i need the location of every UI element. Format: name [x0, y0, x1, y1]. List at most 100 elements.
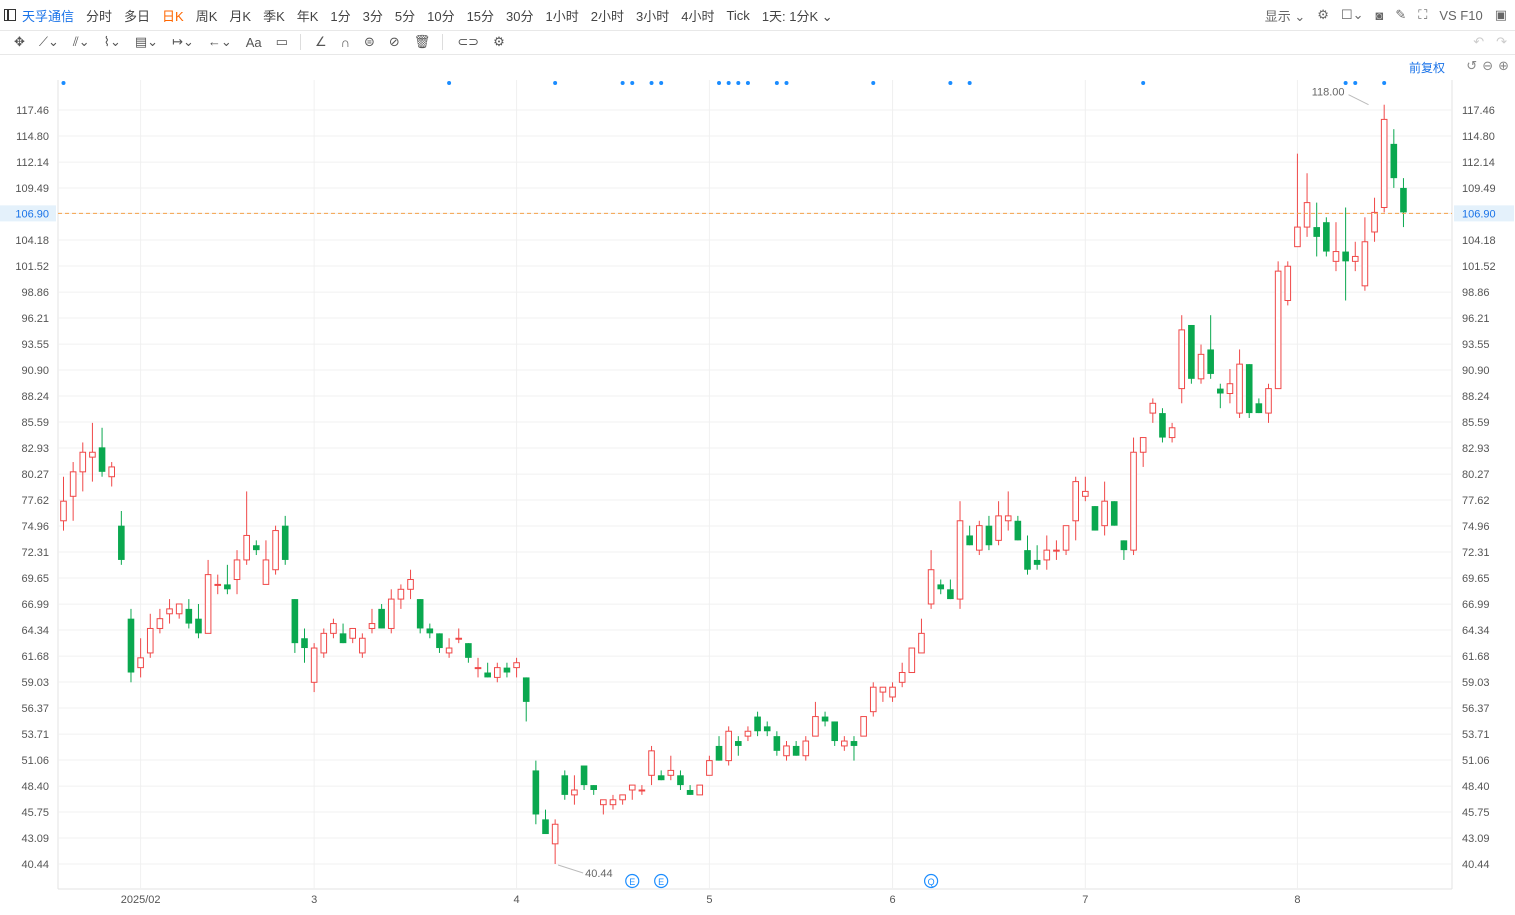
event-dot: [1141, 81, 1146, 85]
stock-name[interactable]: 天孚通信: [22, 8, 75, 24]
crosshair-move-icon[interactable]: ✥: [14, 34, 25, 49]
candle: [368, 608, 376, 634]
lock-drawings-icon[interactable]: ⊜: [363, 34, 375, 49]
period-tick[interactable]: Tick: [726, 7, 750, 23]
candle: [1284, 261, 1292, 306]
event-marker-circle: [654, 873, 669, 889]
period-30min[interactable]: 30分: [506, 8, 534, 24]
y-tick-label-right: 88.24: [1462, 391, 1490, 403]
y-tick-label-right: 90.90: [1462, 365, 1490, 377]
candle: [1226, 369, 1234, 404]
adjust-mode-button[interactable]: 前复权: [1408, 61, 1445, 75]
candle: [1265, 383, 1272, 423]
period-duori[interactable]: 多日: [124, 8, 151, 24]
candle-body-down: [1024, 550, 1031, 570]
candle-body-up: [638, 789, 646, 792]
candle-body-up: [802, 740, 810, 757]
measure-tool-icon[interactable]: ↦⌄: [172, 34, 194, 49]
channel-tool-icon[interactable]: ⫽⌄: [72, 34, 90, 49]
event-dot: [717, 81, 722, 85]
candle-body-up: [889, 686, 896, 698]
panel-right-icon[interactable]: ▣: [1494, 7, 1507, 22]
vs-f10-button[interactable]: VS F10: [1439, 7, 1483, 23]
candle-body-up: [455, 637, 463, 640]
period-3min[interactable]: 3分: [362, 8, 383, 24]
candle: [532, 760, 540, 825]
candle-body-up: [783, 745, 790, 757]
y-tick-label-left: 72.31: [21, 547, 49, 559]
zoom-in-icon[interactable]: ⊕: [1498, 58, 1509, 73]
period-1min[interactable]: 1分: [330, 8, 351, 24]
comment-tool-icon[interactable]: ▭: [275, 34, 288, 49]
candle-body-up: [1226, 383, 1234, 395]
candle-body-up: [494, 667, 501, 678]
candle: [522, 677, 530, 722]
period-3hour[interactable]: 3小时: [635, 8, 670, 24]
candle: [1149, 398, 1157, 423]
y-tick-label-right: 40.44: [1462, 859, 1490, 871]
polyline-tool-icon[interactable]: ⌇⌄: [103, 34, 121, 49]
arrow-tool-icon[interactable]: ←⌄: [207, 34, 232, 49]
candle: [349, 627, 356, 644]
divider-top: [0, 30, 1515, 31]
period-4hour[interactable]: 4小时: [681, 8, 715, 24]
period-weekly-k[interactable]: 周K: [195, 8, 218, 24]
compare-icon[interactable]: ⊂⊃: [457, 34, 480, 49]
undo-icon[interactable]: ↶: [1473, 34, 1485, 49]
x-tick-label: 4: [514, 894, 520, 906]
pencil-icon[interactable]: ✎: [1395, 7, 1407, 22]
candle: [1043, 535, 1051, 570]
text-tool-icon[interactable]: Aa: [245, 34, 262, 50]
toolbar-settings-icon[interactable]: ⚙: [493, 34, 505, 49]
settings-gear-icon[interactable]: ⚙: [1317, 7, 1329, 22]
candle: [792, 741, 800, 756]
candle: [1217, 383, 1224, 409]
candle-body-up: [1178, 329, 1186, 390]
delete-drawings-icon[interactable]: 🗑: [413, 34, 431, 49]
candle-body-down: [773, 736, 781, 751]
period-fenshi[interactable]: 分时: [86, 8, 113, 24]
candle-body-down: [590, 785, 597, 790]
candle-body-down: [1014, 520, 1022, 541]
candle-body-up: [387, 598, 395, 629]
period-monthly-k[interactable]: 月K: [229, 8, 252, 24]
reset-icon[interactable]: ↺: [1466, 58, 1478, 73]
y-tick-label-right: 82.93: [1462, 443, 1490, 455]
magnet-icon[interactable]: ∩: [340, 34, 350, 50]
event-marker: Q: [923, 873, 939, 889]
y-tick-label-left: 56.37: [21, 703, 49, 715]
candle-body-down: [339, 633, 347, 644]
trend-line-icon[interactable]: ⟋⌄: [38, 34, 59, 49]
candle-body-down: [686, 789, 694, 795]
event-dot: [630, 81, 635, 85]
candle-body-up: [310, 647, 318, 683]
redo-icon[interactable]: ↷: [1496, 34, 1507, 49]
period-quarterly-k[interactable]: 季K: [263, 8, 285, 24]
period-15min[interactable]: 15分: [466, 8, 495, 24]
candle: [1033, 545, 1041, 570]
angle-tool-icon[interactable]: ∠: [314, 34, 327, 49]
candle-body-up: [1361, 241, 1369, 287]
candle-body-down: [1245, 364, 1253, 414]
period-2hour[interactable]: 2小时: [590, 8, 624, 24]
zoom-out-icon[interactable]: ⊖: [1482, 58, 1494, 73]
period-10min[interactable]: 10分: [427, 8, 455, 24]
layout-select-icon[interactable]: ☐⌄: [1340, 7, 1364, 22]
period-daily-k[interactable]: 日K: [162, 8, 184, 24]
camera-icon[interactable]: ◙: [1375, 7, 1384, 23]
fullscreen-icon[interactable]: ⛶: [1418, 7, 1428, 22]
fib-tool-icon[interactable]: ▤⌄: [134, 34, 159, 49]
candle-body-up: [648, 750, 655, 776]
display-label: 显示: [1264, 8, 1291, 24]
hide-drawings-icon[interactable]: ⊘: [388, 34, 400, 49]
sidebar-toggle-icon[interactable]: [4, 9, 16, 21]
period-yearly-k[interactable]: 年K: [296, 8, 319, 24]
period-custom-dropdown[interactable]: 1天: 1分K ⌄: [761, 8, 833, 24]
candle: [1101, 481, 1108, 536]
period-5min[interactable]: 5分: [394, 8, 416, 24]
candle: [619, 794, 626, 805]
period-1hour[interactable]: 1小时: [545, 8, 579, 24]
display-menu[interactable]: 显示 ⌄: [1264, 8, 1306, 24]
candle: [1053, 540, 1060, 560]
